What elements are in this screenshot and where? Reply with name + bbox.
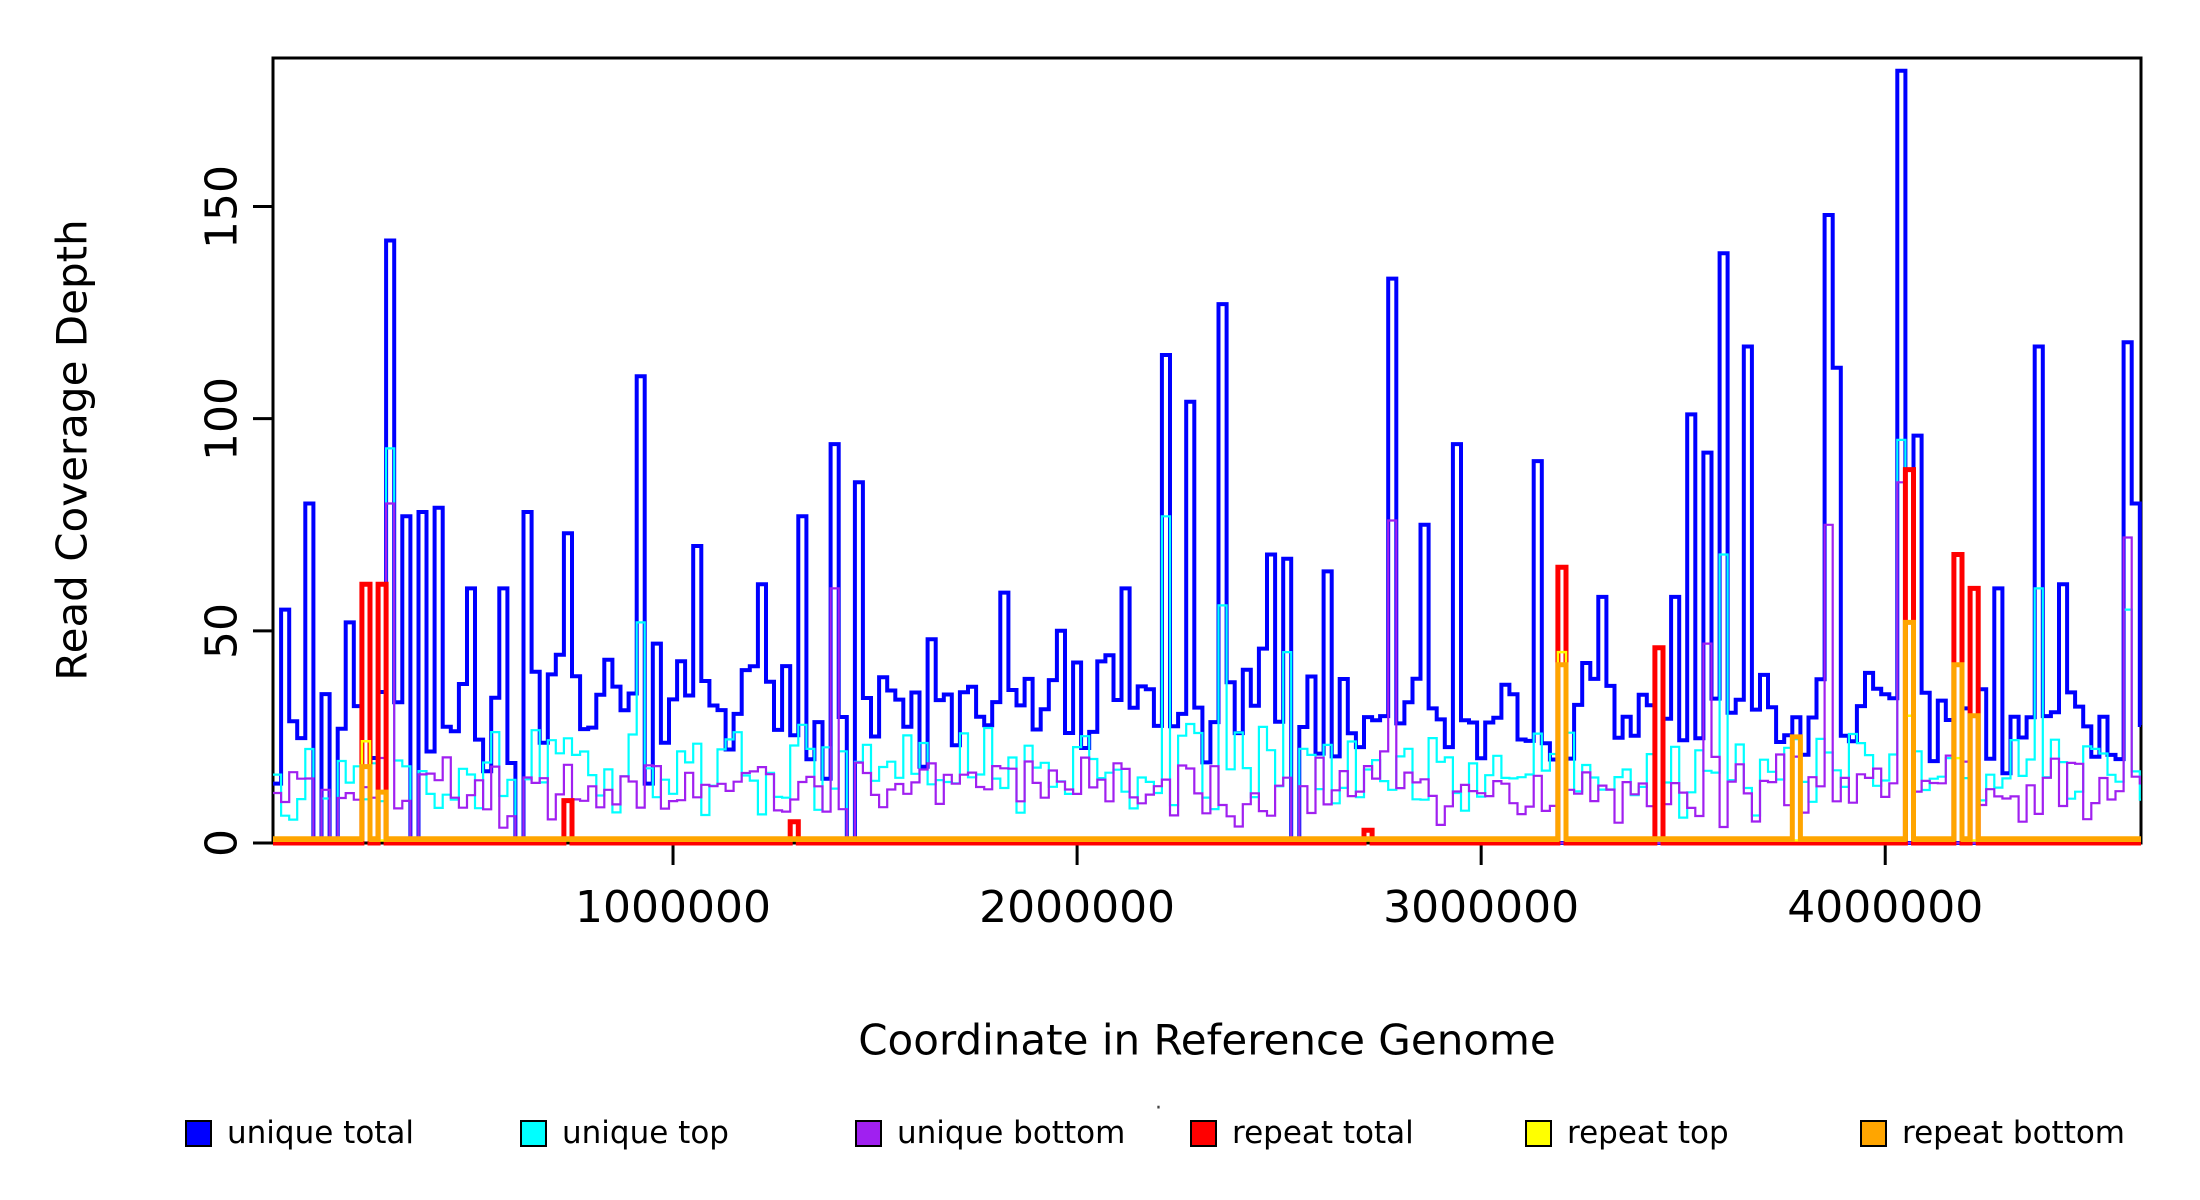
- legend-swatch-icon: [1190, 1119, 1217, 1147]
- stray-dot: ·: [1155, 1096, 1162, 1121]
- legend-label: repeat bottom: [1902, 1115, 2126, 1151]
- legend-swatch-icon: [1860, 1119, 1887, 1147]
- legend-swatch-icon: [1525, 1119, 1552, 1147]
- legend-swatch-icon: [185, 1119, 212, 1147]
- legend-item-repeat-top: repeat top: [1525, 1108, 1729, 1158]
- legend-item-unique-total: unique total: [185, 1108, 414, 1158]
- legend-item-unique-top: unique top: [520, 1108, 729, 1158]
- legend-swatch-icon: [520, 1119, 547, 1147]
- plot-border: [271, 56, 2143, 845]
- series-repeat-bottom: [273, 619, 2141, 842]
- y-tick-label: 150: [196, 164, 248, 249]
- series-unique-top: [273, 438, 2141, 845]
- x-tick-label: 4000000: [1787, 882, 1984, 933]
- legend-label: unique bottom: [897, 1115, 1126, 1151]
- legend-label: repeat top: [1567, 1115, 1729, 1151]
- legend-label: repeat total: [1232, 1115, 1414, 1151]
- legend-item-unique-bottom: unique bottom: [855, 1108, 1125, 1158]
- y-tick-label: 0: [196, 829, 248, 857]
- x-tick-label: 2000000: [979, 882, 1176, 933]
- legend-item-repeat-bottom: repeat bottom: [1860, 1108, 2125, 1158]
- x-axis-title: Coordinate in Reference Genome: [858, 1015, 1556, 1065]
- plot-legend: unique total unique top unique bottom repea…: [0, 1108, 2200, 1158]
- y-tick-label: 50: [196, 602, 248, 659]
- legend-label: unique top: [562, 1115, 729, 1151]
- series-repeat-total: [273, 467, 2141, 846]
- legend-label: unique total: [227, 1115, 415, 1151]
- x-tick-label: 1000000: [575, 882, 771, 933]
- series-unique-bottom: [273, 481, 2141, 845]
- legend-swatch-icon: [855, 1119, 882, 1147]
- y-tick-label: 100: [196, 376, 248, 461]
- legend-item-repeat-total: repeat total: [1190, 1108, 1414, 1158]
- y-axis-title: Read Coverage Depth: [47, 219, 97, 681]
- x-tick-label: 3000000: [1383, 882, 1580, 933]
- series-unique-total: [273, 68, 2142, 845]
